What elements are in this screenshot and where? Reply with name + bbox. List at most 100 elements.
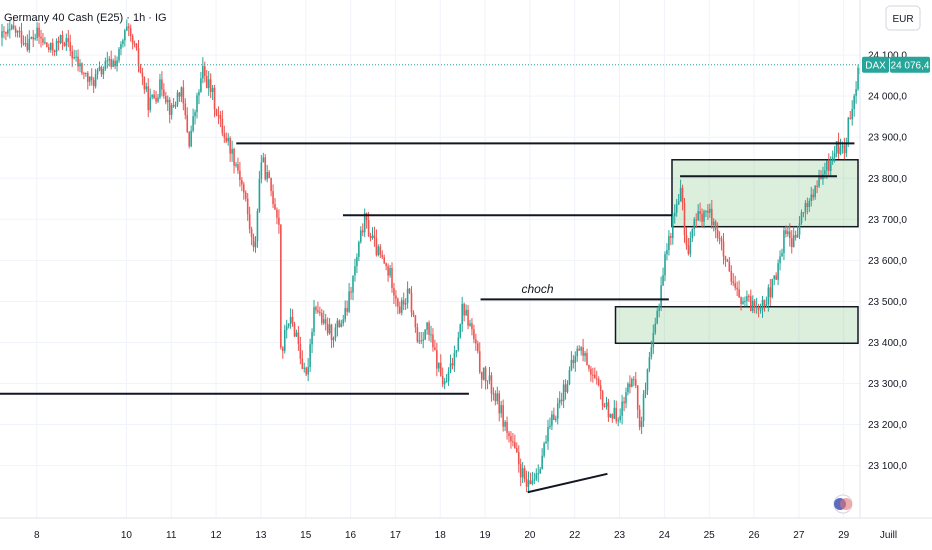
candle-body bbox=[580, 347, 582, 351]
candle-body bbox=[317, 310, 319, 312]
candle-body bbox=[106, 60, 109, 62]
x-tick-label: 20 bbox=[524, 530, 536, 541]
candle-body bbox=[34, 38, 36, 40]
symbol-badge bbox=[862, 56, 889, 73]
candle-body bbox=[714, 221, 717, 231]
price-axis[interactable] bbox=[860, 0, 932, 550]
demand-zone[interactable] bbox=[614, 305, 859, 345]
candle-body bbox=[278, 217, 280, 225]
candle-body bbox=[697, 211, 699, 221]
candle-body bbox=[707, 210, 709, 213]
candle-body bbox=[558, 399, 561, 404]
candle-body bbox=[102, 68, 105, 75]
candle-body bbox=[147, 86, 150, 111]
candle-body bbox=[346, 308, 348, 312]
candle-body bbox=[590, 368, 592, 375]
candle-body bbox=[560, 399, 563, 402]
y-tick-label: 23 200,0 bbox=[868, 420, 907, 431]
candle-body bbox=[5, 31, 7, 34]
candle-body bbox=[209, 79, 212, 93]
candle-body bbox=[434, 347, 436, 351]
candle-body bbox=[42, 38, 44, 43]
trendline[interactable] bbox=[527, 472, 608, 494]
candle-body bbox=[506, 421, 508, 433]
candle-body bbox=[149, 97, 151, 111]
candle-body bbox=[510, 436, 512, 442]
candle-body bbox=[615, 407, 618, 422]
candle-body bbox=[576, 348, 579, 357]
candle-body bbox=[354, 266, 356, 276]
candle-body bbox=[51, 42, 54, 51]
candle-body bbox=[75, 56, 77, 58]
candle-body bbox=[16, 30, 19, 33]
candle-body bbox=[824, 170, 826, 175]
candle-body bbox=[746, 296, 748, 301]
candle-body bbox=[498, 393, 501, 414]
x-tick-label: 16 bbox=[345, 530, 357, 541]
candle-body bbox=[547, 427, 549, 442]
candle-body bbox=[381, 254, 384, 258]
candle-body bbox=[73, 57, 75, 59]
candle-body bbox=[96, 70, 99, 75]
candle-body bbox=[477, 343, 479, 352]
candle-body bbox=[178, 92, 181, 97]
currency-button-frame bbox=[885, 5, 921, 31]
currency-button[interactable]: EUR bbox=[885, 5, 921, 31]
candle-body bbox=[176, 92, 179, 105]
candle-body bbox=[595, 378, 598, 380]
candle-body bbox=[605, 402, 608, 407]
candle-body bbox=[734, 283, 736, 288]
candle-body bbox=[572, 359, 575, 364]
candle-body bbox=[588, 364, 590, 369]
candle-body bbox=[371, 235, 374, 239]
candle-body bbox=[153, 94, 155, 99]
candle-body bbox=[322, 319, 325, 324]
candle-body bbox=[198, 91, 200, 96]
candle-body bbox=[194, 112, 196, 117]
candle-body bbox=[338, 320, 341, 328]
candle-body bbox=[656, 310, 658, 324]
candle-body bbox=[83, 73, 85, 75]
candle-body bbox=[332, 338, 335, 341]
candle-body bbox=[55, 40, 58, 53]
candle-body bbox=[46, 42, 48, 48]
x-tick-label: 15 bbox=[300, 530, 312, 541]
candle-body bbox=[38, 27, 40, 37]
candle-body bbox=[839, 147, 842, 155]
candle-body bbox=[613, 407, 616, 419]
candle-body bbox=[728, 261, 731, 272]
candle-body bbox=[490, 375, 493, 394]
candle-body bbox=[200, 78, 202, 92]
candle-body bbox=[527, 480, 530, 487]
time-axis[interactable] bbox=[0, 518, 860, 550]
candle-body bbox=[662, 275, 664, 286]
candle-body bbox=[668, 235, 670, 251]
candle-body bbox=[424, 329, 426, 340]
candle-body bbox=[841, 145, 844, 148]
candle-body bbox=[276, 209, 278, 218]
candle-body bbox=[451, 363, 454, 366]
candle-body bbox=[399, 306, 401, 313]
candle-body bbox=[517, 452, 520, 465]
candle-body bbox=[393, 288, 395, 296]
candle-body bbox=[1, 31, 3, 38]
candle-body bbox=[219, 115, 222, 119]
candle-body bbox=[326, 323, 329, 334]
candle-body bbox=[564, 384, 567, 392]
candle-body bbox=[601, 391, 604, 406]
candle-body bbox=[794, 235, 797, 238]
candle-body bbox=[693, 219, 696, 230]
candle-body bbox=[280, 224, 282, 348]
candle-body bbox=[543, 443, 545, 456]
candle-body bbox=[389, 267, 391, 276]
candle-body bbox=[441, 375, 444, 385]
candle-body bbox=[488, 375, 491, 381]
x-tick-label: 8 bbox=[34, 530, 40, 541]
candle-body bbox=[619, 415, 621, 421]
candle-body bbox=[521, 468, 524, 478]
candle-body bbox=[309, 344, 311, 368]
candle-body bbox=[443, 381, 446, 385]
candle-body bbox=[258, 178, 261, 212]
trendlines bbox=[527, 472, 608, 494]
